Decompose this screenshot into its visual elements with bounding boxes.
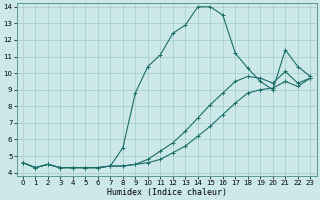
X-axis label: Humidex (Indice chaleur): Humidex (Indice chaleur)	[107, 188, 227, 197]
